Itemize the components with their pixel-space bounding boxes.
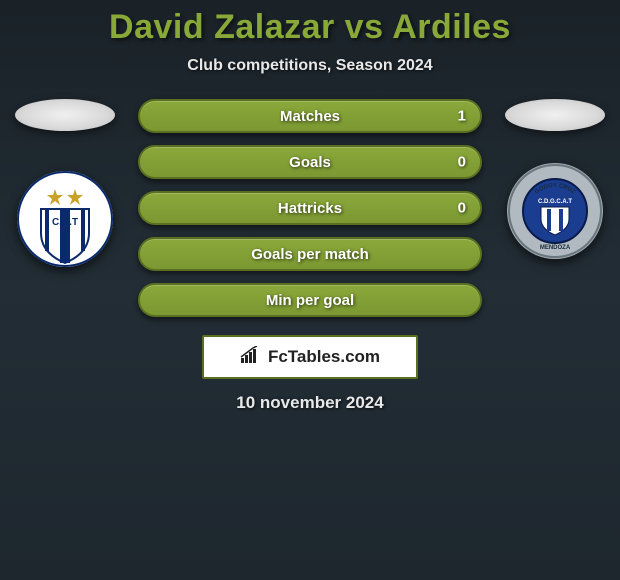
watermark-text: FcTables.com: [268, 347, 380, 367]
stat-bar-hattricks: Hattricks 0: [138, 191, 482, 225]
talleres-shield-icon: C.A.T: [17, 171, 113, 267]
godoy-cruz-shield-icon: GODOY CRUZ MENDOZA C.D.G.C.A.T: [507, 163, 603, 259]
stat-right-value: 1: [458, 108, 466, 125]
stat-bar-goals-per-match: Goals per match: [138, 237, 482, 271]
svg-text:MENDOZA: MENDOZA: [540, 245, 571, 251]
player-left-placeholder: [15, 99, 115, 131]
stat-right-value: 0: [458, 200, 466, 217]
watermark-badge: FcTables.com: [202, 335, 418, 379]
left-side: C.A.T: [10, 99, 120, 267]
stat-label: Matches: [280, 108, 340, 125]
content-row: C.A.T Matches 1 Goals 0 Hattricks 0 Goal…: [0, 99, 620, 329]
club-left-badge: C.A.T: [17, 171, 113, 267]
player-right-placeholder: [505, 99, 605, 131]
stat-label: Goals: [289, 154, 331, 171]
stat-label: Hattricks: [278, 200, 342, 217]
chart-icon: [240, 346, 262, 369]
comparison-subtitle: Club competitions, Season 2024: [0, 57, 620, 75]
stat-label: Min per goal: [266, 292, 354, 309]
stats-column: Matches 1 Goals 0 Hattricks 0 Goals per …: [120, 99, 500, 329]
comparison-title: David Zalazar vs Ardiles: [0, 0, 620, 47]
stat-bar-min-per-goal: Min per goal: [138, 283, 482, 317]
right-side: GODOY CRUZ MENDOZA C.D.G.C.A.T: [500, 99, 610, 259]
club-right-badge: GODOY CRUZ MENDOZA C.D.G.C.A.T: [507, 163, 603, 259]
svg-text:C.A.T: C.A.T: [52, 217, 78, 228]
stat-bar-goals: Goals 0: [138, 145, 482, 179]
svg-text:C.D.G.C.A.T: C.D.G.C.A.T: [538, 199, 572, 205]
comparison-date: 10 november 2024: [0, 393, 620, 413]
stat-label: Goals per match: [251, 246, 369, 263]
stat-bar-matches: Matches 1: [138, 99, 482, 133]
stat-right-value: 0: [458, 154, 466, 171]
